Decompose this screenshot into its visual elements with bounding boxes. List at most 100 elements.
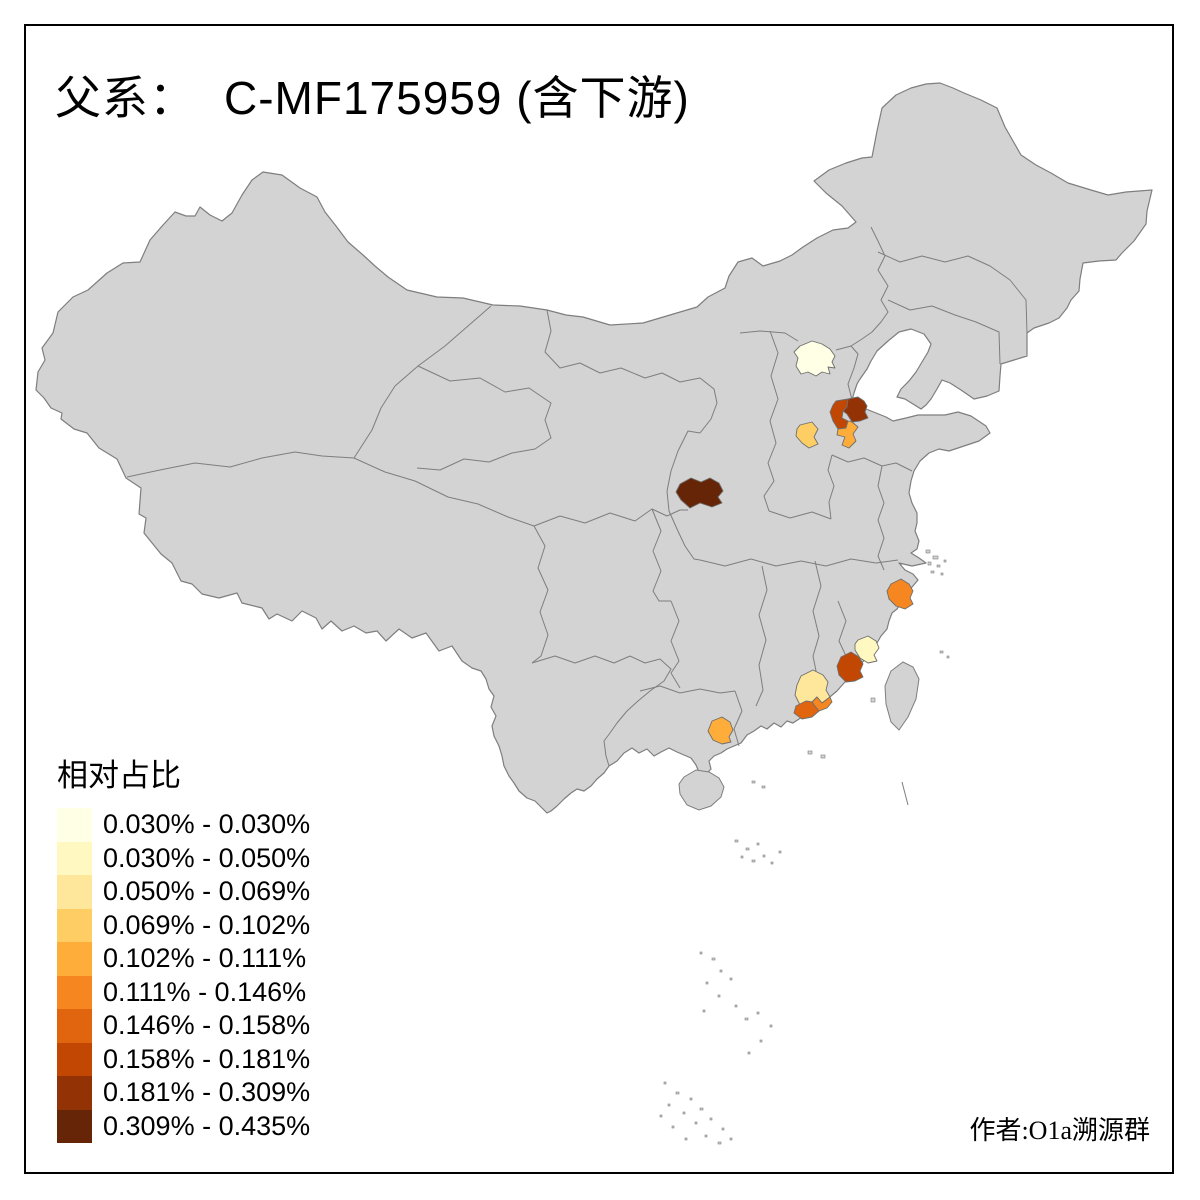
legend-swatch — [57, 808, 92, 842]
province-boundary — [603, 655, 672, 767]
province-boundary — [827, 454, 835, 520]
legend-label: 0.146% - 0.158% — [103, 1010, 311, 1041]
legend-swatch — [57, 975, 92, 1009]
legend-label: 0.111% - 0.146% — [103, 976, 307, 1007]
small-island — [734, 1004, 738, 1008]
small-island — [940, 572, 944, 576]
legend-swatch — [57, 1109, 92, 1143]
small-island — [702, 1009, 706, 1013]
province-boundary — [877, 465, 885, 571]
small-island — [694, 1121, 698, 1125]
province-boundary — [768, 510, 832, 520]
highlighted-region-southwest-shanxi — [675, 477, 724, 509]
legend-row: 0.181% - 0.309% — [57, 1076, 310, 1110]
province-boundary — [531, 525, 549, 664]
highlighted-region-east-guangdong-coastal — [793, 700, 820, 720]
legend-swatch — [57, 1076, 92, 1110]
legend-row: 0.030% - 0.050% — [57, 841, 311, 875]
small-island — [756, 842, 760, 846]
small-island — [671, 1125, 675, 1129]
highlighted-region-coastal-fujian-north — [854, 635, 880, 664]
small-island — [667, 1103, 671, 1107]
small-island — [759, 1039, 763, 1043]
province-boundary — [850, 226, 889, 347]
small-island — [689, 1097, 693, 1101]
province-boundary — [901, 781, 909, 806]
small-island — [682, 1111, 686, 1115]
title-prefix: 父系： — [55, 73, 196, 124]
highlighted-region-central-shandong — [836, 420, 859, 449]
legend-label: 0.309% - 0.435% — [103, 1110, 311, 1141]
small-island — [927, 561, 932, 566]
small-island — [932, 555, 939, 560]
small-island — [778, 850, 782, 854]
province-boundary — [733, 690, 743, 747]
small-island — [729, 977, 733, 981]
province-boundary — [699, 558, 899, 567]
small-island — [943, 559, 947, 563]
province-boundary — [887, 299, 1001, 365]
legend-row: 0.102% - 0.111% — [57, 942, 310, 976]
small-island — [761, 785, 766, 789]
highlighted-region-southeast-guangxi — [707, 716, 734, 745]
province-boundary — [666, 430, 701, 561]
province-boundary — [837, 600, 847, 657]
legend-swatch — [57, 908, 92, 942]
small-island — [930, 570, 935, 574]
small-island — [936, 564, 941, 568]
small-island — [709, 1117, 713, 1121]
legend-row: 0.069% - 0.102% — [57, 908, 311, 942]
province-boundary — [877, 251, 1028, 334]
province-boundary — [755, 565, 768, 707]
small-island — [807, 750, 813, 755]
small-island — [745, 847, 750, 851]
province-boundary — [639, 685, 736, 694]
legend-swatch — [57, 1009, 92, 1043]
legend-label: 0.102% - 0.111% — [103, 943, 307, 974]
small-island — [721, 1127, 725, 1131]
highlighted-region-south-hebei — [795, 421, 819, 449]
legend-swatch — [57, 942, 92, 976]
small-island — [675, 1091, 680, 1095]
province-boundary — [739, 330, 799, 342]
legend-label: 0.158% - 0.181% — [103, 1043, 311, 1074]
province-boundary — [831, 454, 913, 472]
small-island — [751, 859, 756, 863]
legend-swatch — [57, 875, 92, 909]
small-island — [684, 1137, 688, 1141]
highlighted-region-coastal-fujian-south — [836, 651, 864, 683]
legend-label: 0.030% - 0.050% — [103, 842, 311, 873]
highlighted-region-beijing-area — [793, 340, 836, 377]
legend-label: 0.030% - 0.030% — [103, 809, 311, 840]
small-island — [756, 1011, 760, 1015]
legend-rows: 0.030% - 0.030% 0.030% - 0.050% 0.050% - 0… — [57, 808, 310, 1143]
legend-row: 0.309% - 0.435% — [57, 1109, 311, 1143]
province-boundary — [531, 655, 631, 664]
province-boundary — [812, 560, 822, 672]
title-haplogroup: C-MF175959 (含下游) — [224, 72, 690, 124]
small-island — [719, 969, 723, 973]
attribution-text: 作者:O1a溯源群 — [969, 1116, 1150, 1145]
legend-row: 0.158% - 0.181% — [57, 1042, 311, 1076]
small-island — [704, 1134, 708, 1138]
highlighted-region-coastal-zhejiang — [886, 578, 914, 610]
legend-label: 0.181% - 0.309% — [103, 1077, 311, 1108]
small-island — [747, 1051, 751, 1055]
taiwan-island — [884, 661, 920, 731]
province-boundary — [670, 600, 681, 689]
small-island — [734, 839, 739, 843]
province-boundary — [763, 330, 779, 512]
hainan-island — [678, 769, 725, 811]
small-island — [717, 1141, 722, 1145]
page-title: 父系： C-MF175959 (含下游) — [55, 62, 690, 128]
small-island — [762, 854, 766, 858]
small-island — [729, 1137, 733, 1141]
province-boundary — [544, 309, 718, 434]
legend-row: 0.050% - 0.069% — [57, 875, 310, 909]
small-island — [705, 981, 709, 985]
legend-label: 0.050% - 0.069% — [103, 876, 311, 907]
legend-swatch — [57, 841, 92, 875]
small-island — [769, 1024, 773, 1028]
legend-label: 0.069% - 0.102% — [103, 909, 311, 940]
